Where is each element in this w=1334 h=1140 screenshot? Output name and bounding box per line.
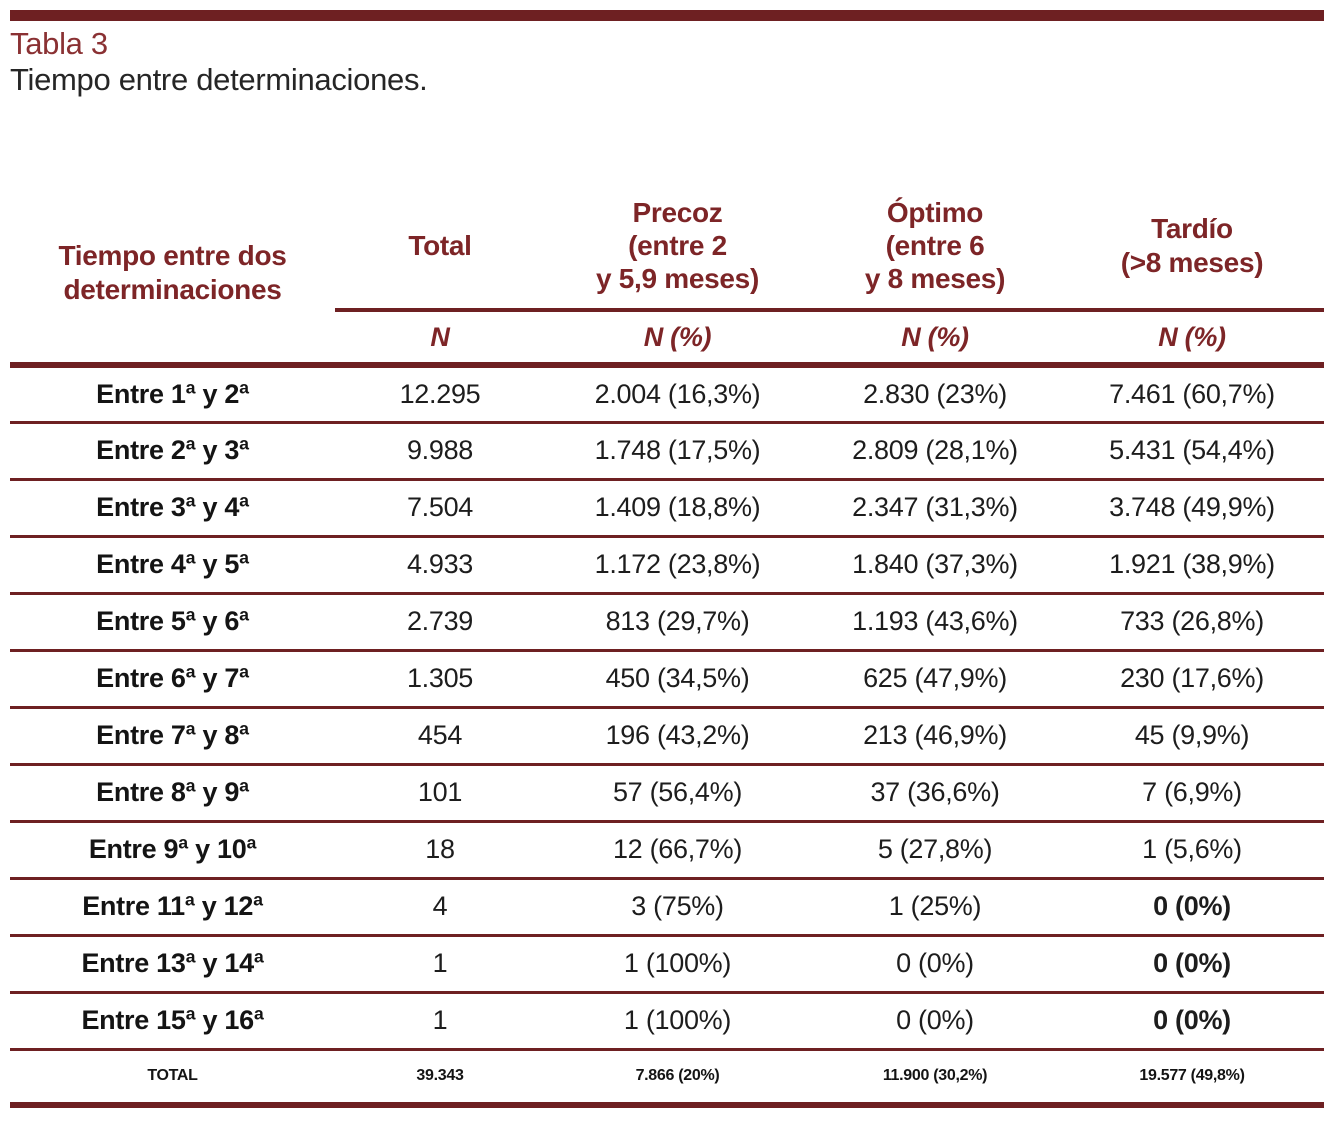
cell-tardio-n-pct: 0 (0%): [1060, 992, 1324, 1051]
cell-optimo-n-pct: 5 (27,8%): [810, 821, 1060, 880]
table-body: Entre 1ª y 2ª 12.295 2.004 (16,3%) 2.830…: [10, 365, 1324, 1051]
table-row: Entre 2ª y 3ª 9.988 1.748 (17,5%) 2.809 …: [10, 422, 1324, 481]
table-footer: TOTAL 39.343 7.866 (20%) 11.900 (30,2%) …: [10, 1049, 1324, 1108]
cell-tardio-n-pct: 7 (6,9%): [1060, 764, 1324, 823]
column-header-precoz: Precoz (entre 2 y 5,9 meses): [545, 183, 810, 312]
cell-optimo-n-pct: 1 (25%): [810, 878, 1060, 937]
cell-interval-label: Entre 5ª y 6ª: [10, 593, 335, 652]
cell-total-n: 9.988: [335, 422, 545, 481]
cell-tardio-n-pct: 1 (5,6%): [1060, 821, 1324, 880]
cell-interval-label: Entre 15ª y 16ª: [10, 992, 335, 1051]
cell-optimo-n-pct: 0 (0%): [810, 992, 1060, 1051]
cell-total-n: 454: [335, 707, 545, 766]
table-row: Entre 9ª y 10ª 18 12 (66,7%) 5 (27,8%) 1…: [10, 821, 1324, 880]
cell-interval-label: Entre 7ª y 8ª: [10, 707, 335, 766]
table-row: Entre 4ª y 5ª 4.933 1.172 (23,8%) 1.840 …: [10, 536, 1324, 595]
group-header-row: Tiempo entre dos determinaciones Total P…: [10, 183, 1324, 368]
cell-precoz-n-pct: 196 (43,2%): [545, 707, 810, 766]
cell-interval-label: Entre 3ª y 4ª: [10, 479, 335, 538]
cell-interval-label: Entre 2ª y 3ª: [10, 422, 335, 481]
cell-precoz-n-pct: 1.748 (17,5%): [545, 422, 810, 481]
cell-interval-label: Entre 11ª y 12ª: [10, 878, 335, 937]
table-row: Entre 13ª y 14ª 1 1 (100%) 0 (0%) 0 (0%): [10, 935, 1324, 994]
cell-interval-label: Entre 9ª y 10ª: [10, 821, 335, 880]
cell-total-n: 2.739: [335, 593, 545, 652]
table-row: Entre 3ª y 4ª 7.504 1.409 (18,8%) 2.347 …: [10, 479, 1324, 538]
sub-header-n-pct-precoz: N (%): [545, 310, 810, 368]
cell-total-n: 101: [335, 764, 545, 823]
table-caption: Tiempo entre determinaciones.: [10, 62, 428, 97]
column-header-time-between: Tiempo entre dos determinaciones: [10, 183, 335, 368]
cell-optimo-n-pct: 213 (46,9%): [810, 707, 1060, 766]
table-row: Entre 15ª y 16ª 1 1 (100%) 0 (0%) 0 (0%): [10, 992, 1324, 1051]
cell-tardio-n-pct: 230 (17,6%): [1060, 650, 1324, 709]
cell-tardio-n-pct: 7.461 (60,7%): [1060, 365, 1324, 424]
column-header-total: Total: [335, 183, 545, 312]
cell-precoz-n-pct: 12 (66,7%): [545, 821, 810, 880]
cell-precoz-n-pct: 3 (75%): [545, 878, 810, 937]
cell-precoz-n-pct: 813 (29,7%): [545, 593, 810, 652]
total-row-precoz: 7.866 (20%): [545, 1049, 810, 1108]
cell-interval-label: Entre 6ª y 7ª: [10, 650, 335, 709]
cell-tardio-n-pct: 0 (0%): [1060, 935, 1324, 994]
column-header-optimo: Óptimo (entre 6 y 8 meses): [810, 183, 1060, 312]
total-row-label: TOTAL: [10, 1049, 335, 1108]
cell-total-n: 1: [335, 935, 545, 994]
total-row-tardio: 19.577 (49,8%): [1060, 1049, 1324, 1108]
table-row: Entre 11ª y 12ª 4 3 (75%) 1 (25%) 0 (0%): [10, 878, 1324, 937]
cell-tardio-n-pct: 45 (9,9%): [1060, 707, 1324, 766]
cell-optimo-n-pct: 2.347 (31,3%): [810, 479, 1060, 538]
table-row: Entre 6ª y 7ª 1.305 450 (34,5%) 625 (47,…: [10, 650, 1324, 709]
cell-optimo-n-pct: 1.840 (37,3%): [810, 536, 1060, 595]
cell-precoz-n-pct: 1.409 (18,8%): [545, 479, 810, 538]
top-rule-bar: [10, 10, 1324, 21]
sub-header-n-pct-optimo: N (%): [810, 310, 1060, 368]
cell-interval-label: Entre 8ª y 9ª: [10, 764, 335, 823]
cell-optimo-n-pct: 2.830 (23%): [810, 365, 1060, 424]
cell-total-n: 4: [335, 878, 545, 937]
cell-precoz-n-pct: 1 (100%): [545, 935, 810, 994]
column-header-tardio: Tardío (>8 meses): [1060, 183, 1324, 312]
cell-interval-label: Entre 13ª y 14ª: [10, 935, 335, 994]
total-row: TOTAL 39.343 7.866 (20%) 11.900 (30,2%) …: [10, 1049, 1324, 1108]
cell-optimo-n-pct: 2.809 (28,1%): [810, 422, 1060, 481]
cell-precoz-n-pct: 1 (100%): [545, 992, 810, 1051]
cell-tardio-n-pct: 733 (26,8%): [1060, 593, 1324, 652]
cell-optimo-n-pct: 625 (47,9%): [810, 650, 1060, 709]
table-row: Entre 1ª y 2ª 12.295 2.004 (16,3%) 2.830…: [10, 365, 1324, 424]
cell-optimo-n-pct: 0 (0%): [810, 935, 1060, 994]
cell-precoz-n-pct: 57 (56,4%): [545, 764, 810, 823]
cell-tardio-n-pct: 3.748 (49,9%): [1060, 479, 1324, 538]
cell-interval-label: Entre 1ª y 2ª: [10, 365, 335, 424]
cell-precoz-n-pct: 1.172 (23,8%): [545, 536, 810, 595]
cell-optimo-n-pct: 1.193 (43,6%): [810, 593, 1060, 652]
cell-total-n: 18: [335, 821, 545, 880]
cell-tardio-n-pct: 0 (0%): [1060, 878, 1324, 937]
sub-header-n-pct-tardio: N (%): [1060, 310, 1324, 368]
cell-precoz-n-pct: 450 (34,5%): [545, 650, 810, 709]
cell-precoz-n-pct: 2.004 (16,3%): [545, 365, 810, 424]
total-row-total: 39.343: [335, 1049, 545, 1108]
table-row: Entre 5ª y 6ª 2.739 813 (29,7%) 1.193 (4…: [10, 593, 1324, 652]
cell-total-n: 1: [335, 992, 545, 1051]
cell-total-n: 4.933: [335, 536, 545, 595]
cell-total-n: 7.504: [335, 479, 545, 538]
table-label: Tabla 3: [10, 26, 108, 61]
sub-header-row: N N (%) N (%) N (%): [10, 310, 1324, 368]
cell-tardio-n-pct: 1.921 (38,9%): [1060, 536, 1324, 595]
table-header: Tiempo entre dos determinaciones Total P…: [10, 183, 1324, 368]
total-row-optimo: 11.900 (30,2%): [810, 1049, 1060, 1108]
cell-interval-label: Entre 4ª y 5ª: [10, 536, 335, 595]
sub-header-n-total: N: [335, 310, 545, 368]
determinations-table: Tiempo entre dos determinaciones Total P…: [10, 183, 1324, 1108]
cell-total-n: 1.305: [335, 650, 545, 709]
table-row: Entre 8ª y 9ª 101 57 (56,4%) 37 (36,6%) …: [10, 764, 1324, 823]
cell-optimo-n-pct: 37 (36,6%): [810, 764, 1060, 823]
cell-tardio-n-pct: 5.431 (54,4%): [1060, 422, 1324, 481]
cell-total-n: 12.295: [335, 365, 545, 424]
table-row: Entre 7ª y 8ª 454 196 (43,2%) 213 (46,9%…: [10, 707, 1324, 766]
